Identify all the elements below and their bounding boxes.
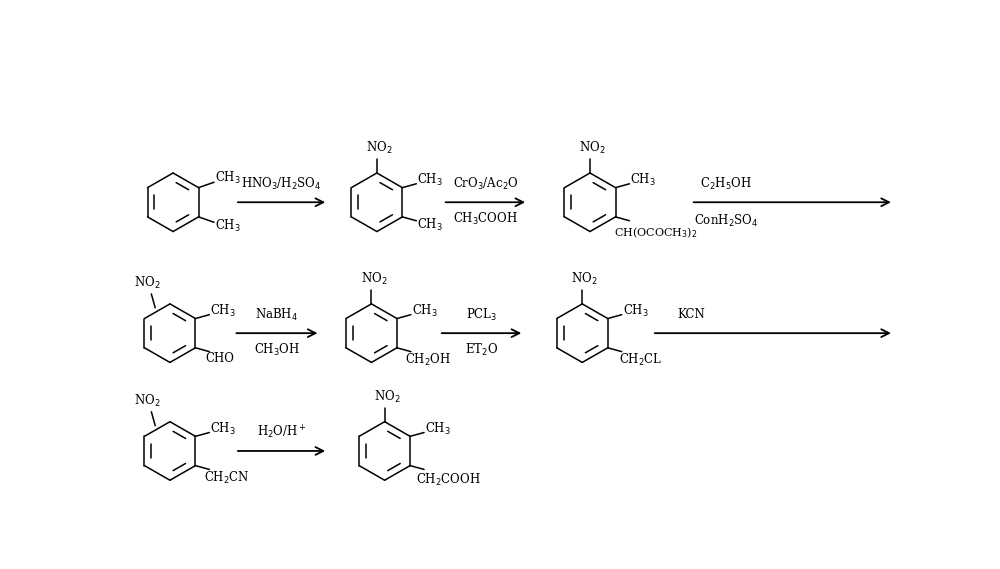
Text: CH$_2$COOH: CH$_2$COOH: [416, 471, 481, 488]
Text: NO$_2$: NO$_2$: [571, 271, 598, 287]
Text: CH$_2$OH: CH$_2$OH: [405, 352, 451, 368]
Text: PCL$_3$: PCL$_3$: [466, 307, 497, 323]
Text: CH(OCOCH$_3$)$_2$: CH(OCOCH$_3$)$_2$: [614, 225, 698, 240]
Text: CH$_2$CN: CH$_2$CN: [204, 470, 249, 486]
Text: NaBH$_4$: NaBH$_4$: [255, 307, 298, 323]
Text: NO$_2$: NO$_2$: [579, 141, 606, 156]
Text: CH$_3$OH: CH$_3$OH: [254, 342, 300, 358]
Text: NO$_2$: NO$_2$: [366, 141, 392, 156]
Text: CH$_3$: CH$_3$: [417, 217, 443, 233]
Text: CH$_3$: CH$_3$: [210, 303, 236, 319]
Text: KCN: KCN: [677, 308, 705, 321]
Text: NO$_2$: NO$_2$: [361, 271, 387, 287]
Text: CH$_3$: CH$_3$: [630, 172, 656, 188]
Text: CH$_3$: CH$_3$: [417, 172, 443, 188]
Text: C$_2$H$_5$OH: C$_2$H$_5$OH: [700, 176, 752, 192]
Text: ConH$_2$SO$_4$: ConH$_2$SO$_4$: [694, 213, 758, 229]
Text: HNO$_3$/H$_2$SO$_4$: HNO$_3$/H$_2$SO$_4$: [241, 176, 322, 192]
Text: CH$_3$COOH: CH$_3$COOH: [453, 211, 518, 227]
Text: CH$_3$: CH$_3$: [623, 303, 649, 319]
Text: NO$_2$: NO$_2$: [134, 275, 161, 291]
Text: CH$_3$: CH$_3$: [412, 303, 438, 319]
Text: CH$_2$CL: CH$_2$CL: [619, 352, 662, 368]
Text: CH$_3$: CH$_3$: [215, 218, 241, 234]
Text: CHO: CHO: [206, 352, 235, 365]
Text: NO$_2$: NO$_2$: [374, 389, 400, 405]
Text: CH$_3$: CH$_3$: [425, 420, 451, 436]
Text: CrO$_3$/Ac$_2$O: CrO$_3$/Ac$_2$O: [453, 176, 518, 192]
Text: CH$_3$: CH$_3$: [215, 170, 241, 187]
Text: H$_2$O/H$^+$: H$_2$O/H$^+$: [257, 424, 306, 441]
Text: NO$_2$: NO$_2$: [134, 393, 161, 409]
Text: CH$_3$: CH$_3$: [210, 420, 236, 436]
Text: ET$_2$O: ET$_2$O: [465, 342, 498, 358]
